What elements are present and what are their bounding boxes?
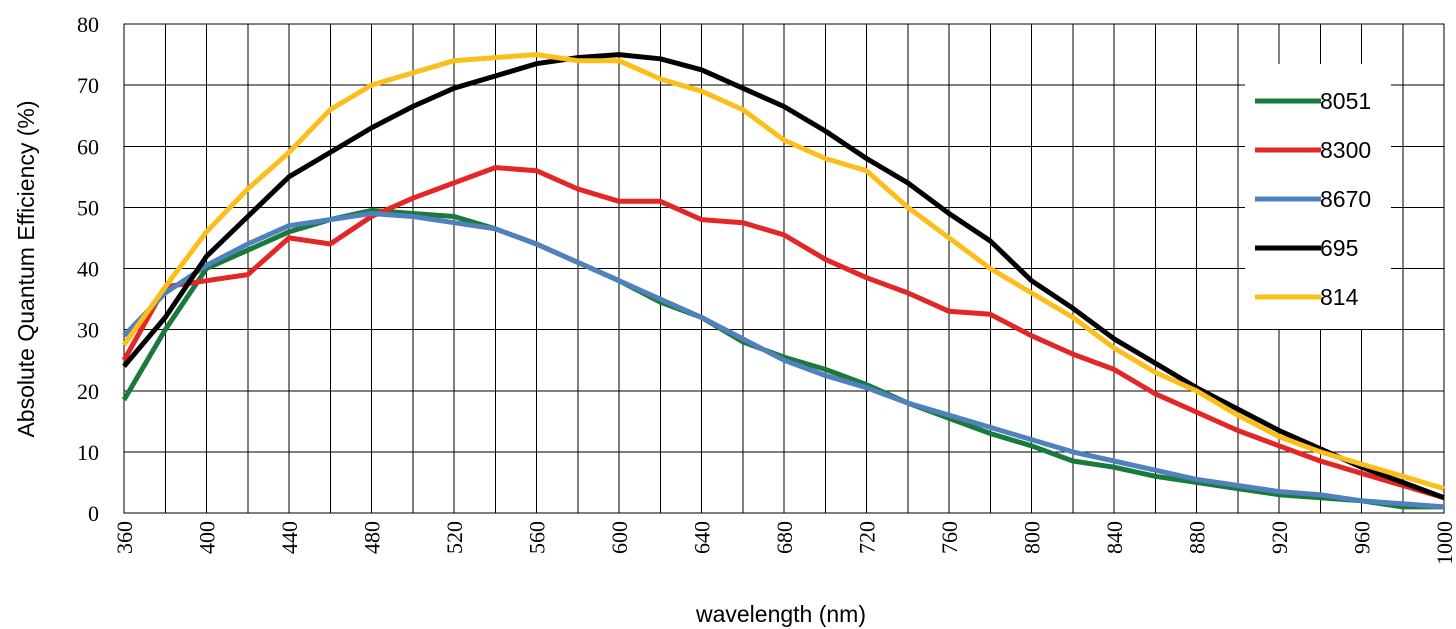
plot-frame — [123, 23, 1445, 514]
legend-label: 8051 — [1320, 88, 1371, 114]
x-tick-label: 440 — [277, 521, 302, 554]
x-tick-label: 720 — [855, 521, 880, 554]
y-tick-label: 70 — [77, 73, 99, 98]
x-tick-label: 800 — [1020, 521, 1045, 554]
y-tick-label: 30 — [77, 318, 99, 343]
x-axis-ticks: 360 400 440 480 520 560 600 640 680 720 760 800 840 8… — [112, 521, 1456, 565]
x-tick-label: 640 — [690, 521, 715, 554]
legend-label: 8670 — [1320, 186, 1371, 212]
x-tick-label: 960 — [1350, 521, 1375, 554]
y-tick-label: 80 — [77, 12, 99, 37]
y-tick-label: 10 — [77, 440, 99, 465]
x-axis-label: wavelength (nm) — [695, 601, 866, 627]
legend-label: 8300 — [1320, 137, 1371, 163]
x-tick-label: 520 — [442, 521, 467, 554]
x-tick-label: 840 — [1102, 521, 1127, 554]
x-tick-label: 560 — [525, 521, 550, 554]
y-axis-label: Absolute Quantum Efficiency (%) — [13, 100, 39, 437]
series-line-695 — [122, 52, 1445, 501]
legend-label: 695 — [1320, 235, 1358, 261]
x-tick-label: 600 — [607, 521, 632, 554]
series-line-8300 — [121, 165, 1445, 501]
series-line-814 — [121, 52, 1445, 491]
y-tick-label: 20 — [77, 379, 99, 404]
y-tick-label: 60 — [77, 134, 99, 159]
x-tick-label: 1000 — [1432, 521, 1456, 565]
x-tick-label: 480 — [360, 521, 385, 554]
series-lines — [121, 52, 1445, 510]
y-tick-label: 40 — [77, 257, 99, 282]
y-tick-label: 0 — [88, 501, 99, 526]
y-tick-label: 50 — [77, 195, 99, 220]
x-tick-label: 880 — [1185, 521, 1210, 554]
series-line-8670 — [122, 211, 1445, 510]
x-tick-label: 360 — [112, 521, 137, 554]
x-tick-label: 760 — [937, 521, 962, 554]
x-tick-label: 680 — [772, 521, 797, 554]
legend: 8051 8300 8670 695 814 — [1245, 64, 1391, 329]
legend-label: 814 — [1320, 284, 1359, 310]
y-axis-ticks: 0 10 20 30 40 50 60 70 80 — [77, 12, 99, 526]
grid — [123, 23, 1445, 514]
x-tick-label: 400 — [195, 521, 220, 554]
x-tick-label: 920 — [1267, 521, 1292, 554]
